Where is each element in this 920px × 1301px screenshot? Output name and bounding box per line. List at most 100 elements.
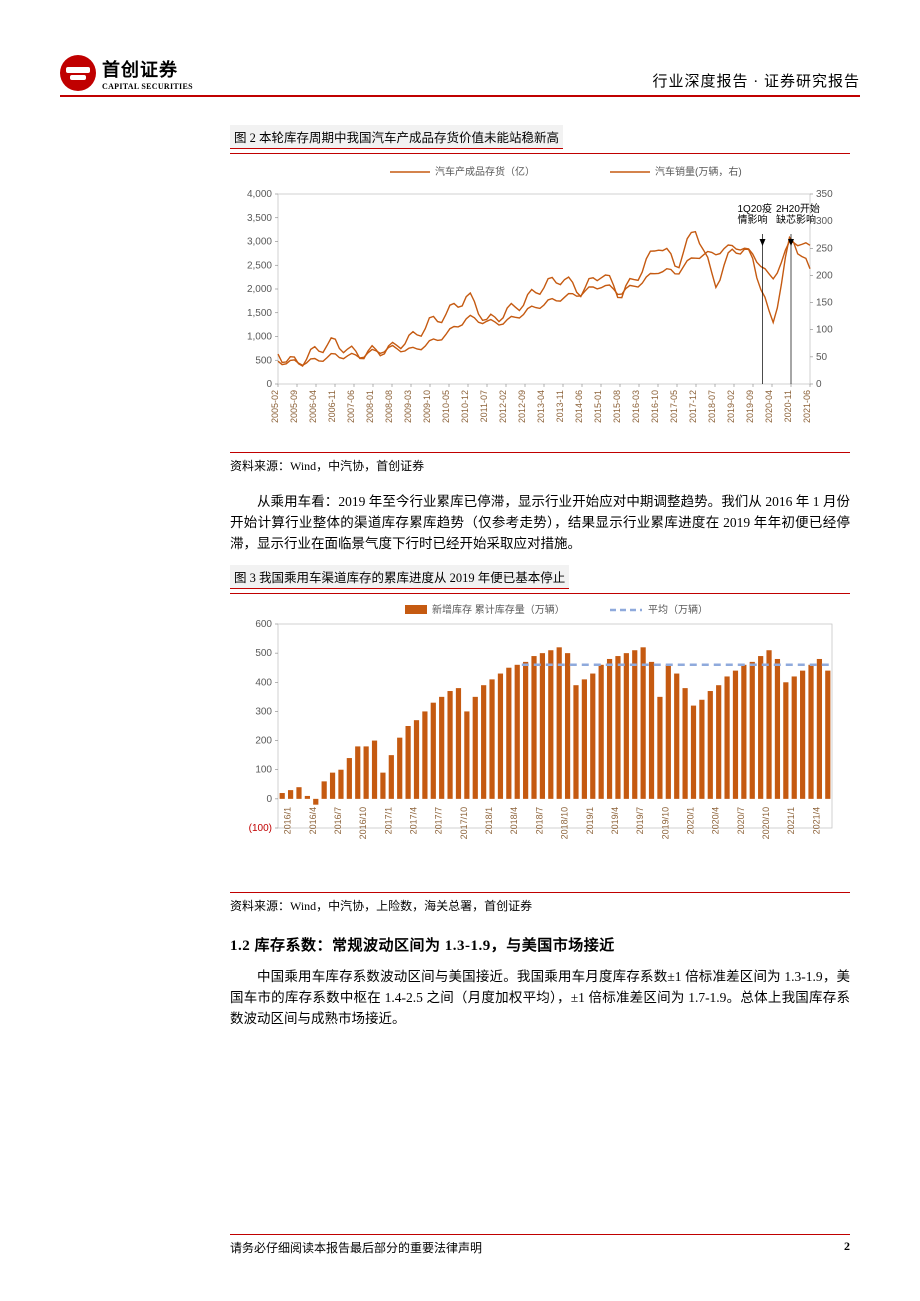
svg-text:0: 0	[266, 794, 272, 805]
logo-cn: 首创证券	[102, 56, 193, 82]
paragraph-2: 中国乘用车库存系数波动区间与美国接近。我国乘用车月度库存系数±1 倍标准差区间为…	[230, 967, 850, 1030]
svg-text:2020/4: 2020/4	[711, 807, 721, 835]
svg-text:2013-11: 2013-11	[555, 390, 565, 422]
svg-text:2019/4: 2019/4	[610, 807, 620, 835]
logo-en: CAPITAL SECURITIES	[102, 82, 193, 91]
svg-text:2009-03: 2009-03	[403, 390, 413, 423]
svg-text:2015-08: 2015-08	[612, 390, 622, 423]
paragraph-1: 从乘用车看：2019 年至今行业累库已停滞，显示行业开始应对中期调整趋势。我们从…	[230, 492, 850, 555]
fig2-source: 资料来源：Wind，中汽协，首创证券	[230, 452, 850, 474]
svg-text:2019-02: 2019-02	[726, 390, 736, 423]
svg-text:2017/4: 2017/4	[409, 807, 419, 835]
svg-text:2017/7: 2017/7	[434, 807, 444, 835]
svg-text:200: 200	[255, 735, 272, 746]
svg-text:250: 250	[816, 243, 833, 254]
svg-text:1,000: 1,000	[247, 332, 272, 343]
svg-text:2018/4: 2018/4	[509, 807, 519, 835]
svg-text:2016-03: 2016-03	[631, 390, 641, 423]
svg-text:2020/1: 2020/1	[686, 807, 696, 835]
fig3-title: 图 3 我国乘用车渠道库存的累库进度从 2019 年便已基本停止	[230, 565, 569, 589]
svg-text:2019-09: 2019-09	[745, 390, 755, 423]
fig2-title-wrap: 图 2 本轮库存周期中我国汽车产成品存货价值未能站稳新高	[230, 125, 850, 154]
svg-text:500: 500	[255, 355, 272, 366]
svg-text:350: 350	[816, 189, 833, 200]
svg-text:2017/1: 2017/1	[383, 807, 393, 835]
svg-text:600: 600	[255, 619, 272, 630]
svg-text:2012-09: 2012-09	[517, 390, 527, 423]
header-title: 行业深度报告 · 证券研究报告	[653, 70, 861, 91]
svg-text:1Q20疫: 1Q20疫	[738, 202, 772, 215]
svg-text:2009-10: 2009-10	[422, 390, 432, 423]
svg-text:2016/7: 2016/7	[333, 807, 343, 835]
fig2-chart: 0 500 1,000 1,500 2,000 2,500 3,000 3,500 4,000 0…	[230, 156, 850, 446]
svg-text:2017-05: 2017-05	[669, 390, 679, 423]
svg-text:2018/7: 2018/7	[534, 807, 544, 835]
svg-text:3,500: 3,500	[247, 213, 272, 224]
svg-text:(100): (100)	[249, 823, 272, 834]
svg-text:2019/10: 2019/10	[660, 807, 670, 840]
svg-text:2006-04: 2006-04	[308, 390, 318, 423]
footer: 请务必仔细阅读本报告最后部分的重要法律声明 2	[230, 1234, 850, 1256]
svg-text:2019/1: 2019/1	[585, 807, 595, 835]
svg-text:2012-02: 2012-02	[498, 390, 508, 423]
svg-text:2018-07: 2018-07	[707, 390, 717, 423]
svg-text:2,000: 2,000	[247, 284, 272, 295]
footer-disclaimer: 请务必仔细阅读本报告最后部分的重要法律声明	[230, 1239, 482, 1256]
svg-text:2018/1: 2018/1	[484, 807, 494, 835]
page-number: 2	[844, 1239, 850, 1256]
svg-text:1,500: 1,500	[247, 308, 272, 319]
svg-text:2020/10: 2020/10	[761, 807, 771, 840]
svg-text:400: 400	[255, 677, 272, 688]
svg-text:2H20开始: 2H20开始	[776, 202, 820, 215]
svg-text:2020-04: 2020-04	[764, 390, 774, 423]
svg-text:2006-11: 2006-11	[327, 390, 337, 422]
svg-text:汽车产成品存货（亿）: 汽车产成品存货（亿）	[435, 165, 535, 178]
fig3-source: 资料来源：Wind，中汽协，上险数，海关总署，首创证券	[230, 892, 850, 914]
svg-text:2017/10: 2017/10	[459, 807, 469, 840]
svg-text:2019/7: 2019/7	[635, 807, 645, 835]
logo: 首创证券 CAPITAL SECURITIES	[60, 55, 193, 91]
svg-text:2,500: 2,500	[247, 260, 272, 271]
section-1-2-heading: 1.2 库存系数：常规波动区间为 1.3-1.9，与美国市场接近	[230, 934, 850, 955]
svg-text:2020/7: 2020/7	[736, 807, 746, 835]
svg-text:2008-01: 2008-01	[365, 390, 375, 423]
svg-text:汽车销量(万辆，右): 汽车销量(万辆，右)	[655, 165, 742, 178]
svg-text:2018/10: 2018/10	[560, 807, 570, 840]
svg-text:缺芯影响: 缺芯影响	[776, 213, 816, 226]
svg-text:2010-05: 2010-05	[441, 390, 451, 423]
svg-text:500: 500	[255, 648, 272, 659]
svg-text:3,000: 3,000	[247, 237, 272, 248]
svg-text:4,000: 4,000	[247, 189, 272, 200]
svg-text:300: 300	[816, 216, 833, 227]
svg-text:200: 200	[816, 270, 833, 281]
logo-icon	[60, 55, 96, 91]
svg-text:150: 150	[816, 298, 833, 309]
svg-text:2014-06: 2014-06	[574, 390, 584, 423]
svg-text:2015-01: 2015-01	[593, 390, 603, 423]
svg-text:2010-12: 2010-12	[460, 390, 470, 423]
svg-text:2020-11: 2020-11	[783, 390, 793, 422]
svg-text:2005-02: 2005-02	[270, 390, 280, 423]
fig3-title-wrap: 图 3 我国乘用车渠道库存的累库进度从 2019 年便已基本停止	[230, 565, 850, 594]
svg-text:100: 100	[816, 325, 833, 336]
svg-text:平均（万辆）: 平均（万辆）	[648, 603, 708, 616]
svg-text:2007-06: 2007-06	[346, 390, 356, 423]
svg-text:2017-12: 2017-12	[688, 390, 698, 423]
svg-text:0: 0	[266, 379, 272, 390]
svg-text:2021-06: 2021-06	[802, 390, 812, 423]
svg-text:100: 100	[255, 764, 272, 775]
svg-text:50: 50	[816, 352, 828, 363]
page-header: 首创证券 CAPITAL SECURITIES 行业深度报告 · 证券研究报告	[60, 55, 860, 97]
svg-text:新增库存 累计库存量（万辆）: 新增库存 累计库存量（万辆）	[432, 603, 565, 616]
svg-text:0: 0	[816, 379, 822, 390]
svg-text:2016/4: 2016/4	[308, 807, 318, 835]
svg-text:2021/1: 2021/1	[786, 807, 796, 835]
svg-text:2016/10: 2016/10	[358, 807, 368, 840]
svg-text:2021/4: 2021/4	[811, 807, 821, 835]
svg-text:2005-09: 2005-09	[289, 390, 299, 423]
fig3-chart: (100)01002003004005006002016/12016/42016…	[230, 596, 850, 886]
svg-text:2008-08: 2008-08	[384, 390, 394, 423]
svg-text:2013-04: 2013-04	[536, 390, 546, 423]
svg-text:2011-07: 2011-07	[479, 390, 489, 422]
svg-text:2016-10: 2016-10	[650, 390, 660, 423]
